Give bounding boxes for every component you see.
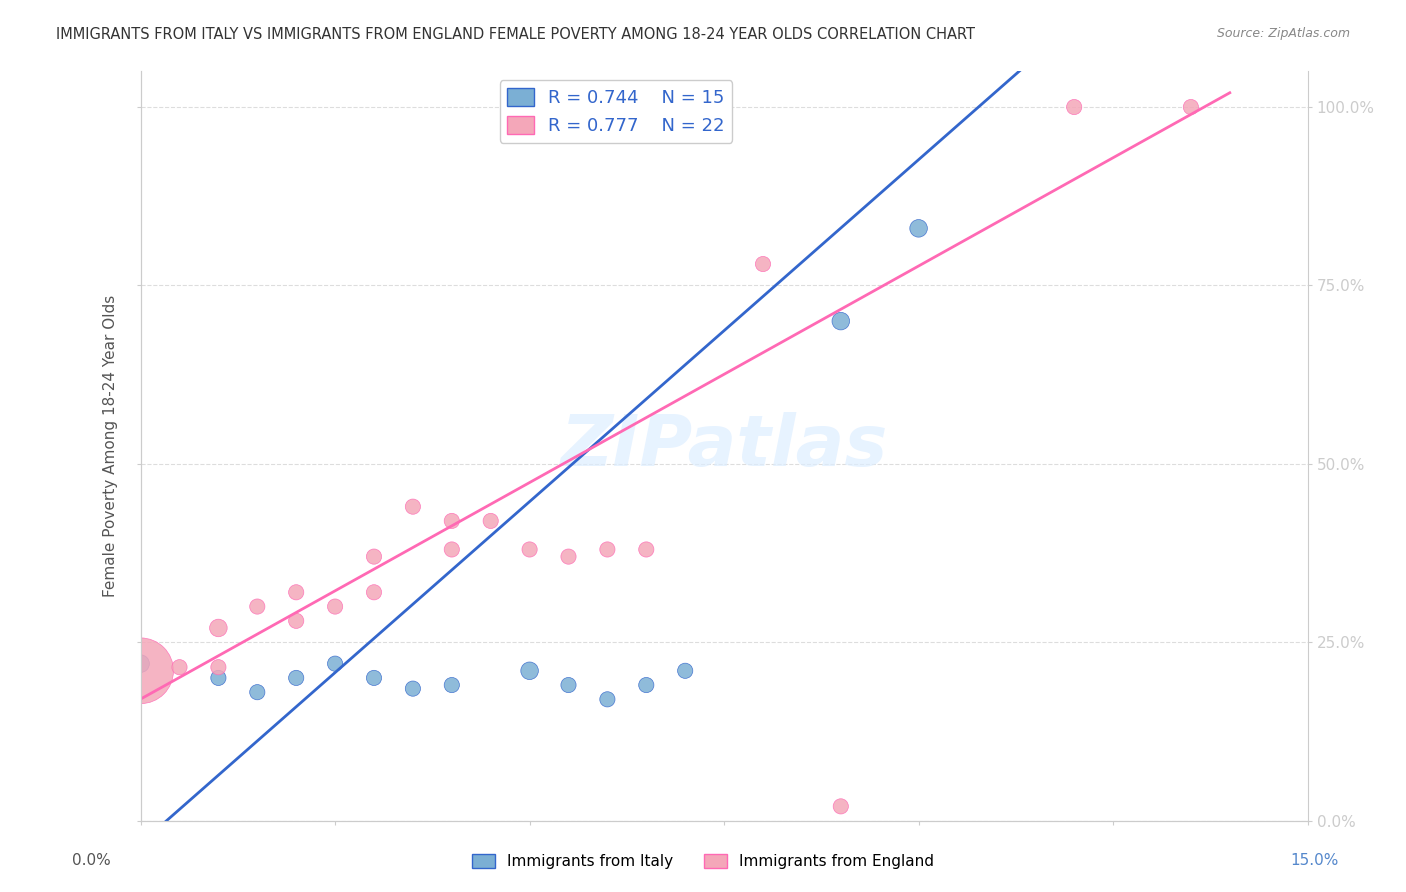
Point bbox=[636, 542, 658, 557]
Point bbox=[596, 692, 619, 706]
Point bbox=[440, 678, 463, 692]
Point bbox=[285, 585, 308, 599]
Point bbox=[479, 514, 502, 528]
Point bbox=[519, 542, 541, 557]
Point bbox=[830, 799, 852, 814]
Point bbox=[636, 678, 658, 692]
Point bbox=[207, 621, 229, 635]
Y-axis label: Female Poverty Among 18-24 Year Olds: Female Poverty Among 18-24 Year Olds bbox=[103, 295, 118, 597]
Point bbox=[1180, 100, 1202, 114]
Point bbox=[1063, 100, 1085, 114]
Point bbox=[246, 685, 269, 699]
Point bbox=[402, 500, 425, 514]
Point bbox=[207, 660, 229, 674]
Text: 15.0%: 15.0% bbox=[1291, 854, 1339, 868]
Text: IMMIGRANTS FROM ITALY VS IMMIGRANTS FROM ENGLAND FEMALE POVERTY AMONG 18-24 YEAR: IMMIGRANTS FROM ITALY VS IMMIGRANTS FROM… bbox=[56, 27, 976, 42]
Point bbox=[363, 549, 385, 564]
Point bbox=[440, 514, 463, 528]
Point bbox=[596, 542, 619, 557]
Point bbox=[285, 671, 308, 685]
Point bbox=[557, 678, 579, 692]
Point bbox=[323, 657, 346, 671]
Point bbox=[752, 257, 775, 271]
Point bbox=[285, 614, 308, 628]
Point bbox=[440, 542, 463, 557]
Point bbox=[557, 549, 579, 564]
Point bbox=[402, 681, 425, 696]
Point bbox=[169, 660, 191, 674]
Point bbox=[907, 221, 929, 235]
Point bbox=[207, 671, 229, 685]
Point bbox=[519, 664, 541, 678]
Point bbox=[363, 585, 385, 599]
Point bbox=[323, 599, 346, 614]
Legend: R = 0.744    N = 15, R = 0.777    N = 22: R = 0.744 N = 15, R = 0.777 N = 22 bbox=[499, 80, 733, 143]
Point bbox=[129, 664, 152, 678]
Point bbox=[363, 671, 385, 685]
Legend: Immigrants from Italy, Immigrants from England: Immigrants from Italy, Immigrants from E… bbox=[465, 848, 941, 875]
Point bbox=[246, 599, 269, 614]
Text: 0.0%: 0.0% bbox=[72, 854, 111, 868]
Point bbox=[129, 657, 152, 671]
Point bbox=[830, 314, 852, 328]
Text: ZIPatlas: ZIPatlas bbox=[561, 411, 887, 481]
Text: Source: ZipAtlas.com: Source: ZipAtlas.com bbox=[1216, 27, 1350, 40]
Point bbox=[673, 664, 696, 678]
